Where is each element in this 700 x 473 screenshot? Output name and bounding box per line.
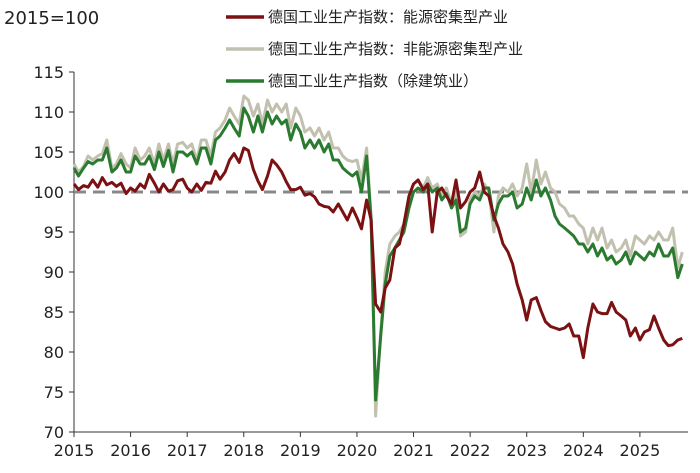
- y-tick-label: 75: [44, 383, 64, 402]
- x-tick-label: 2017: [167, 441, 208, 460]
- y-tick-label: 100: [33, 183, 64, 202]
- x-tick-label: 2022: [450, 441, 491, 460]
- y-tick-label: 90: [44, 263, 64, 282]
- x-tick-label: 2016: [110, 441, 151, 460]
- legend-label: 德国工业生产指数：能源密集型产业: [268, 8, 508, 26]
- y-tick-label: 110: [33, 103, 64, 122]
- y-tick-label: 80: [44, 343, 64, 362]
- index-base-label: 2015=100: [4, 8, 99, 29]
- axes: 70 75 80 85 90 95 100 105 110 115 2015 2016 2017 2018…: [33, 63, 688, 460]
- y-tick-label: 70: [44, 423, 64, 442]
- series-line-3: [72, 106, 684, 402]
- x-tick-label: 2018: [223, 441, 264, 460]
- y-tick-label: 95: [44, 223, 64, 242]
- series-line-1: [72, 146, 683, 360]
- x-tick-label: 2015: [54, 441, 95, 460]
- y-tick-label: 115: [33, 63, 64, 82]
- x-tick-label: 2023: [506, 441, 547, 460]
- legend-label: 德国工业生产指数：非能源密集型产业: [268, 40, 523, 58]
- x-tick-label: 2019: [280, 441, 321, 460]
- legend-label: 德国工业生产指数（除建筑业）: [268, 72, 478, 90]
- y-tick-label: 105: [33, 143, 64, 162]
- legend: 德国工业生产指数：能源密集型产业德国工业生产指数：非能源密集型产业德国工业生产指…: [226, 8, 523, 90]
- x-tick-label: 2024: [563, 441, 604, 460]
- x-tick-label: 2021: [393, 441, 434, 460]
- y-tick-label: 85: [44, 303, 64, 322]
- x-tick-label: 2020: [337, 441, 378, 460]
- x-tick-label: 2025: [620, 441, 661, 460]
- series-lines: [72, 94, 684, 418]
